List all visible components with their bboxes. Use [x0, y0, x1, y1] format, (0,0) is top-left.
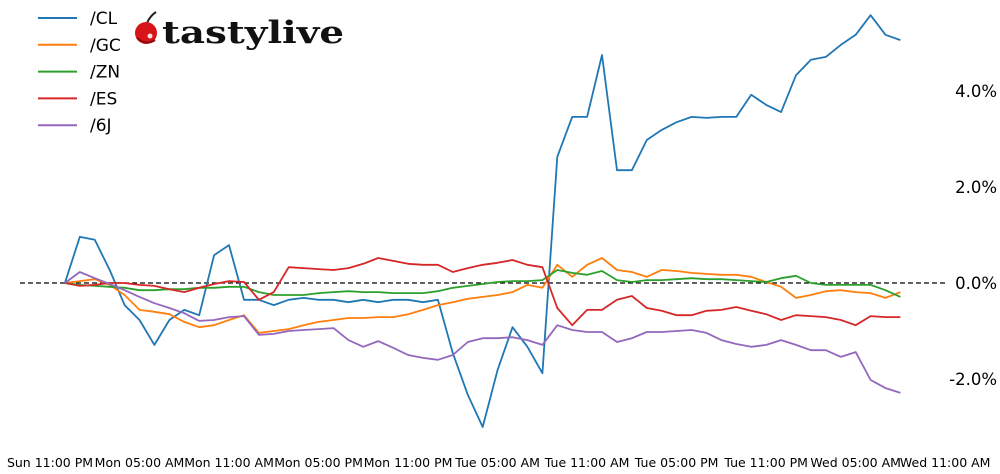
x-axis-ticks: Sun 11:00 PM Mon 05:00 AM Mon 11:00 AM Mon … — [7, 455, 991, 470]
series-line-gc — [64, 257, 901, 334]
legend: /CL/GC/ZN/ES/6J — [38, 9, 121, 136]
legend-item: /6J — [38, 116, 112, 136]
legend-label: /GC — [90, 36, 121, 56]
tastylive-logo: tastylive — [135, 11, 344, 51]
x-tick-label: Wed 05:00 AM — [810, 455, 901, 470]
y-tick-label: 2.0% — [955, 178, 997, 197]
y-tick-label: -2.0% — [949, 370, 997, 389]
y-axis-ticks: -2.0% 0.0% 2.0% 4.0% — [949, 82, 997, 389]
x-tick-label: Tue 05:00 AM — [454, 455, 540, 470]
series-line-6j — [64, 271, 901, 394]
series-line-es — [64, 257, 901, 327]
x-tick-label: Tue 11:00 AM — [544, 455, 630, 470]
legend-label: /ES — [90, 89, 117, 109]
x-tick-label: Mon 11:00 PM — [364, 455, 453, 470]
legend-label: /6J — [90, 116, 112, 136]
x-tick-label: Sun 11:00 PM — [7, 455, 93, 470]
x-tick-label: Mon 05:00 PM — [274, 455, 363, 470]
legend-item: /GC — [38, 36, 121, 56]
logo-text: tastylive — [162, 15, 344, 51]
series-layer — [64, 14, 901, 428]
legend-item: /ES — [38, 89, 117, 109]
legend-label: /CL — [90, 9, 118, 29]
x-tick-label: Tue 11:00 PM — [723, 455, 808, 470]
x-tick-label: Wed 11:00 AM — [900, 455, 991, 470]
legend-label: /ZN — [90, 63, 120, 83]
x-tick-label: Mon 05:00 AM — [95, 455, 185, 470]
y-tick-label: 4.0% — [955, 82, 997, 101]
x-tick-label: Mon 11:00 AM — [184, 455, 274, 470]
legend-item: /ZN — [38, 63, 120, 83]
cherry-icon — [135, 11, 157, 44]
series-line-zn — [64, 269, 901, 298]
x-tick-label: Tue 05:00 PM — [634, 455, 719, 470]
legend-item: /CL — [38, 9, 118, 29]
y-tick-label: 0.0% — [955, 274, 997, 293]
series-line-cl — [64, 14, 901, 428]
